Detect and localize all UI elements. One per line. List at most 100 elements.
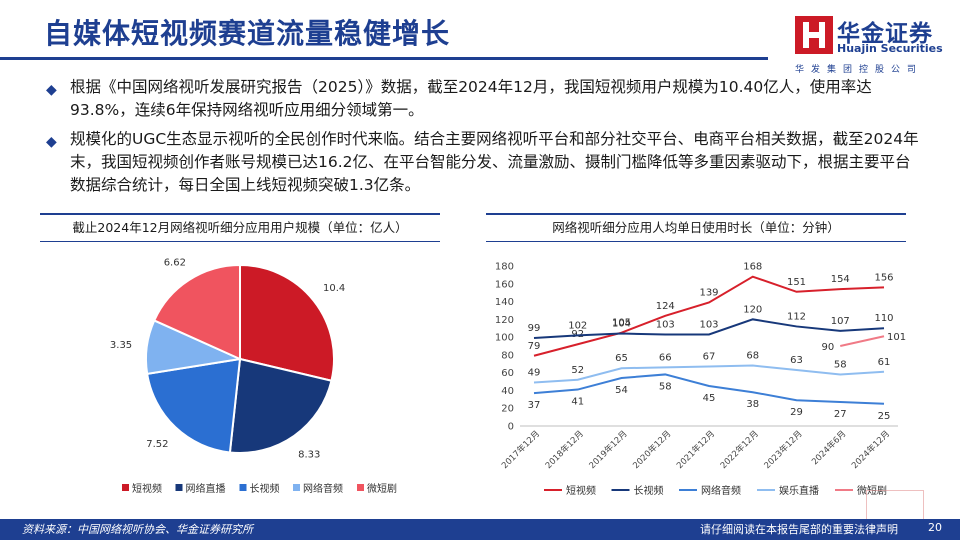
pie-slice xyxy=(228,357,333,454)
x-tick-label: 2023年12月 xyxy=(762,428,805,471)
footer-source: 资料来源：中国网络视听协会、华金证券研究所 xyxy=(22,523,253,536)
line-data-label: 120 xyxy=(743,304,762,315)
line-data-label: 104 xyxy=(612,319,631,330)
line-legend-label: 长视频 xyxy=(634,484,664,497)
y-tick-label: 60 xyxy=(501,368,514,379)
y-tick-label: 180 xyxy=(495,262,514,273)
pie-data-label: 7.52 xyxy=(146,439,168,450)
bullet-item: ◆ 根据《中国网络视听发展研究报告（2025）》数据，截至2024年12月，我国… xyxy=(44,76,924,122)
line-data-label: 49 xyxy=(528,367,541,378)
line-data-label: 65 xyxy=(615,353,628,364)
line-data-label: 37 xyxy=(528,400,541,411)
line-data-label: 27 xyxy=(834,409,847,420)
line-data-label: 101 xyxy=(887,332,906,343)
line-data-label: 99 xyxy=(528,323,541,334)
line-chart-title: 网络视听细分应用人均单日使用时长（单位：分钟） xyxy=(486,213,906,242)
line-data-label: 79 xyxy=(528,341,541,352)
pie-data-label: 10.4 xyxy=(323,283,345,294)
bullet-item: ◆ 规模化的UGC生态显示视听的全民创作时代来临。结合主要网络视听平台和部分社交… xyxy=(44,128,924,197)
line-data-label: 154 xyxy=(831,274,850,285)
line-data-label: 58 xyxy=(659,381,672,392)
company-logo: 华金证券 Huajin Securities 华发集团控股公司 xyxy=(795,14,945,76)
line-chart: 0 20 40 60 80 100 120 140 160 180 2017年12月 2018年12月… xyxy=(495,262,906,498)
pie-data-label: 3.35 xyxy=(110,340,132,351)
x-tick-label: 2017年12月 xyxy=(499,428,542,471)
y-tick-label: 40 xyxy=(501,386,514,397)
line-data-label: 112 xyxy=(787,311,806,322)
bullet-text: 规模化的UGC生态显示视听的全民创作时代来临。结合主要网络视听平台和部分社交平台… xyxy=(70,130,919,194)
line-data-label: 156 xyxy=(874,272,893,283)
pie-chart: 10.4 8.33 7.52 3.35 6.62 短视频 网络直播 长视频 网络音频 微短剧 xyxy=(110,258,397,495)
y-tick-label: 0 xyxy=(508,422,514,433)
line-data-label: 45 xyxy=(703,393,716,404)
x-tick-label: 2018年12月 xyxy=(543,428,586,471)
line-data-label: 90 xyxy=(822,342,835,353)
logo-chinese-name: 华金证券 xyxy=(837,21,933,47)
pie-data-label: 8.33 xyxy=(298,450,320,461)
title-underline xyxy=(0,57,768,60)
line-data-label: 168 xyxy=(743,262,762,273)
pie-legend-swatch xyxy=(357,484,364,491)
line-data-label: 25 xyxy=(878,411,891,422)
line-data-label: 61 xyxy=(878,357,891,368)
y-tick-label: 100 xyxy=(495,333,514,344)
pie-legend-label: 网络直播 xyxy=(186,482,226,495)
pie-slice xyxy=(239,263,335,382)
line-data-label: 139 xyxy=(699,287,718,298)
line-data-label: 54 xyxy=(615,385,628,396)
line-data-label: 29 xyxy=(790,407,803,418)
x-tick-label: 2022年12月 xyxy=(718,428,761,471)
line-data-label: 124 xyxy=(656,301,675,312)
bullet-list: ◆ 根据《中国网络视听发展研究报告（2025）》数据，截至2024年12月，我国… xyxy=(44,76,924,203)
line-data-label: 38 xyxy=(746,399,759,410)
stamp-seal xyxy=(866,490,924,520)
line-data-label: 58 xyxy=(834,359,847,370)
pie-legend-label: 短视频 xyxy=(132,482,162,495)
pie-legend-swatch xyxy=(122,484,129,491)
footer-bar xyxy=(0,519,960,540)
line-data-label: 68 xyxy=(746,351,759,362)
y-tick-label: 80 xyxy=(501,350,514,361)
pie-legend-swatch xyxy=(293,484,300,491)
x-tick-label: 2024年6月 xyxy=(809,428,848,467)
line-data-label: 151 xyxy=(787,277,806,288)
line-data-label: 103 xyxy=(656,319,675,330)
series-line xyxy=(533,373,885,405)
pie-slice xyxy=(146,357,242,454)
line-data-label: 110 xyxy=(874,313,893,324)
pie-legend-label: 微短剧 xyxy=(367,482,397,495)
line-data-label: 105 xyxy=(612,318,631,329)
pie-legend-label: 长视频 xyxy=(250,482,280,495)
x-tick-label: 2020年12月 xyxy=(631,428,674,471)
page-title: 自媒体短视频赛道流量稳健增长 xyxy=(44,17,451,50)
line-data-label: 102 xyxy=(568,320,587,331)
page-number: 20 xyxy=(928,521,942,534)
series-line xyxy=(533,364,885,384)
logo-english-name: Huajin Securities xyxy=(837,42,943,55)
diamond-bullet-icon: ◆ xyxy=(46,82,57,98)
series-line xyxy=(533,275,885,357)
line-data-label: 66 xyxy=(659,352,672,363)
huajin-logo-icon xyxy=(795,16,833,54)
pie-chart-title: 截止2024年12月网络视听细分应用用户规模（单位：亿人） xyxy=(40,213,440,242)
line-data-label: 41 xyxy=(571,397,584,408)
line-data-label: 67 xyxy=(703,351,716,362)
line-legend-label: 网络音频 xyxy=(701,484,741,497)
series-line xyxy=(840,335,885,347)
y-tick-label: 160 xyxy=(495,279,514,290)
y-tick-label: 20 xyxy=(501,404,514,415)
x-tick-label: 2021年12月 xyxy=(674,428,717,471)
pie-data-label: 6.62 xyxy=(164,258,186,269)
footer-disclaimer: 请仔细阅读在本报告尾部的重要法律声明 xyxy=(700,523,898,536)
line-data-label: 52 xyxy=(571,365,584,376)
diamond-bullet-icon: ◆ xyxy=(46,134,57,150)
pie-legend-swatch xyxy=(175,484,183,491)
line-data-label: 107 xyxy=(831,316,850,327)
pie-slice xyxy=(152,263,241,361)
bullet-text: 根据《中国网络视听发展研究报告（2025）》数据，截至2024年12月，我国短视… xyxy=(70,78,872,119)
logo-subtitle: 华发集团控股公司 xyxy=(795,65,924,75)
pie-legend-label: 网络音频 xyxy=(303,482,343,495)
line-data-label: 103 xyxy=(699,319,718,330)
x-tick-label: 2019年12月 xyxy=(587,428,630,471)
y-tick-label: 140 xyxy=(495,297,514,308)
